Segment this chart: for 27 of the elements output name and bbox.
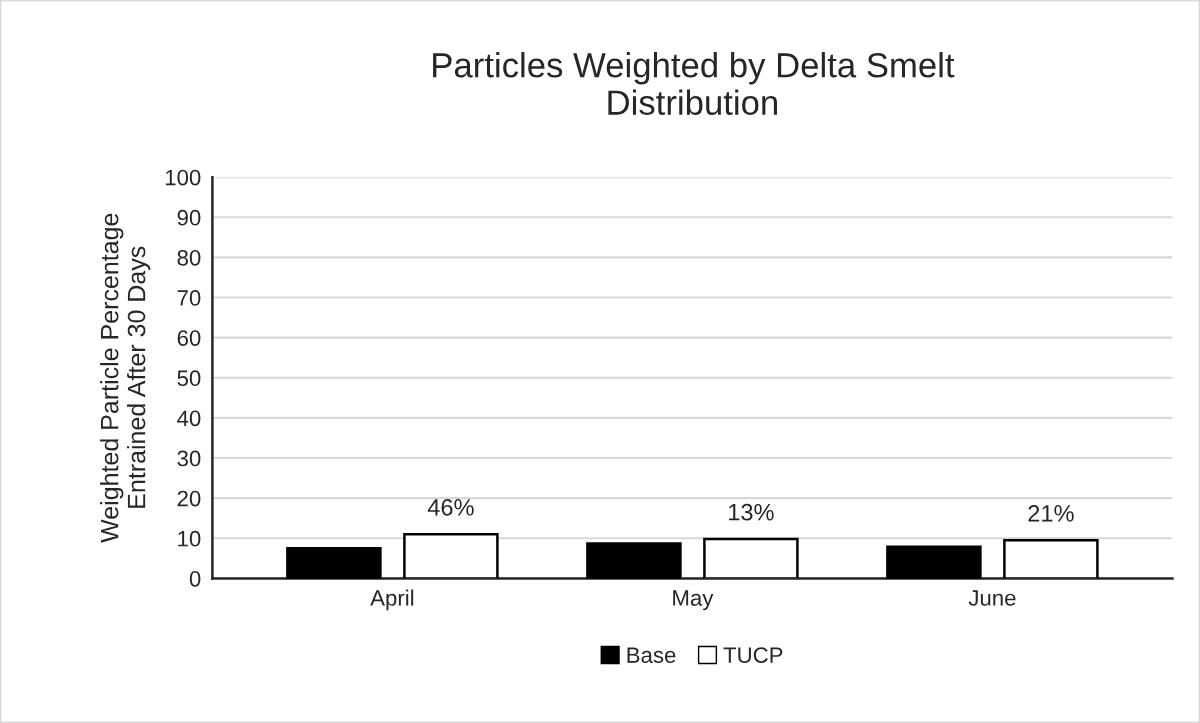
y-tick-label: 20 bbox=[177, 490, 201, 507]
y-tick-label: 60 bbox=[177, 330, 201, 346]
bar bbox=[703, 537, 799, 579]
y-tick-label: 90 bbox=[177, 209, 201, 226]
annotation: 13% bbox=[729, 503, 774, 521]
y-tick-label: 80 bbox=[177, 249, 201, 266]
chart-title: Particles Weighted by Delta Smelt Distribution bbox=[433, 52, 955, 115]
legend-label: TUCP bbox=[723, 647, 783, 663]
bar bbox=[1003, 539, 1099, 579]
bar bbox=[403, 533, 499, 579]
legend-label: Base bbox=[627, 647, 676, 663]
y-tick-label: 50 bbox=[177, 370, 201, 387]
x-tick-label: April bbox=[370, 589, 414, 611]
y-tick-label: 30 bbox=[177, 450, 201, 467]
x-tick-label: June bbox=[968, 590, 1016, 606]
y-tick-label: 70 bbox=[177, 290, 201, 306]
y-tick-label: 0 bbox=[189, 570, 201, 587]
x-tick-label: May bbox=[673, 590, 714, 611]
bar bbox=[586, 542, 682, 579]
y-axis-title: Weighted Particle Percentage Entrained After 30 Days bbox=[100, 213, 151, 543]
annotation: 46% bbox=[427, 498, 474, 516]
bar bbox=[286, 547, 382, 579]
bar bbox=[886, 545, 982, 579]
y-tick-label: 100 bbox=[165, 169, 201, 186]
annotation: 21% bbox=[1028, 505, 1074, 522]
y-tick-label: 10 bbox=[178, 530, 201, 547]
y-tick-label: 40 bbox=[177, 410, 201, 427]
